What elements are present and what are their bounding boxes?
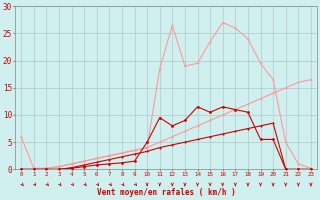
X-axis label: Vent moyen/en rafales ( km/h ): Vent moyen/en rafales ( km/h ): [97, 188, 236, 197]
